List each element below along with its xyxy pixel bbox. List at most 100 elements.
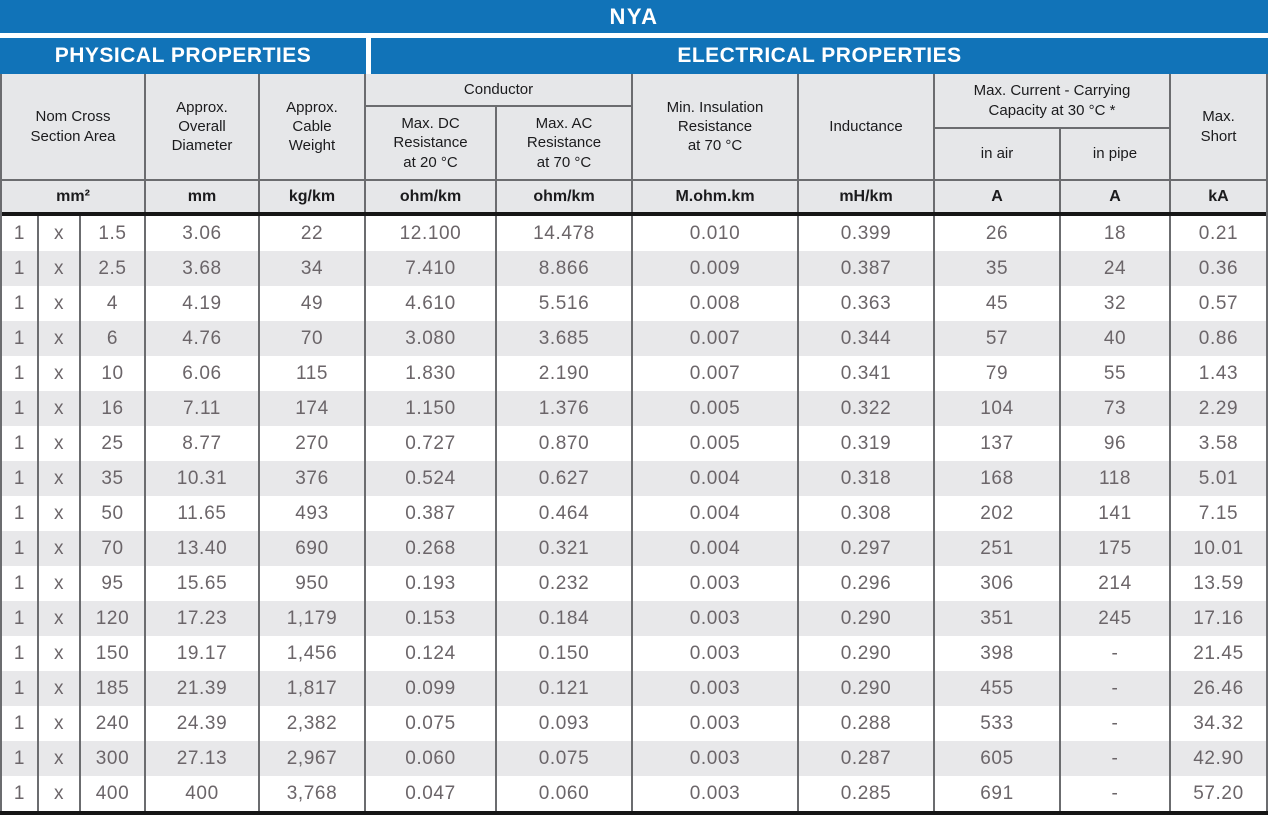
table-cell: 95: [81, 566, 146, 601]
table-cell: 0.003: [633, 671, 799, 706]
table-cell: x: [39, 706, 81, 741]
table-cell: x: [39, 741, 81, 776]
table-cell: 3.06: [146, 216, 260, 251]
table-cell: 493: [260, 496, 366, 531]
table-row: 1 x 400 400 3,768 0.047 0.060 0.003 0.285 691-57.…: [2, 776, 1266, 811]
table-cell: 70: [81, 531, 146, 566]
column-header-in-air: in air: [935, 129, 1061, 179]
table-cell: 1: [2, 356, 39, 391]
table-cell: 1: [2, 251, 39, 286]
table-row: 1 x 4 4.19 49 4.610 5.516 0.008 0.363 45 32 0.57: [2, 286, 1266, 321]
table-cell: 0.003: [633, 706, 799, 741]
table-cell: 16: [81, 391, 146, 426]
column-header-in-pipe: in pipe: [1092, 145, 1138, 163]
table-cell: 0.290: [799, 601, 935, 636]
table-cell: 605: [935, 741, 1061, 776]
table-cell: 0.003: [633, 636, 799, 671]
table-body: 1 x 1.5 3.06 22 12.100 14.478 0.010 0.399 26 18 0.2…: [2, 216, 1266, 811]
table-cell: 1.376: [497, 391, 633, 426]
table-row: 1 x 240 24.39 2,382 0.075 0.093 0.003 0.288 533-3…: [2, 706, 1266, 741]
table-cell: 0.009: [633, 251, 799, 286]
table-cell: 533: [935, 706, 1061, 741]
table-cell: 251: [935, 531, 1061, 566]
table-cell: x: [39, 251, 81, 286]
table-cell: 1: [2, 286, 39, 321]
table-cell: x: [39, 601, 81, 636]
table-cell: 34: [260, 251, 366, 286]
table-cell: 0.268: [366, 531, 497, 566]
table-cell: 1: [2, 706, 39, 741]
table-cell: 0.57: [1198, 292, 1239, 314]
table-cell: x: [39, 496, 81, 531]
table-cell: 22: [260, 216, 366, 251]
table-cell: 0.007: [633, 356, 799, 391]
table-cell: 0.060: [497, 776, 633, 811]
table-row: 1 x 10 6.06 115 1.830 2.190 0.007 0.341 79 55 1.43: [2, 356, 1266, 391]
table-cell: 1.150: [366, 391, 497, 426]
table-cell: 55: [1061, 356, 1171, 391]
table-cell: 45: [935, 286, 1061, 321]
table-row: 1 x 185 21.39 1,817 0.099 0.121 0.003 0.290 455-2…: [2, 671, 1266, 706]
table-cell: 0.150: [497, 636, 633, 671]
table-cell: 0.060: [366, 741, 497, 776]
table-cell: 7.15: [1198, 502, 1239, 524]
table-cell: 1.5: [81, 216, 146, 251]
table-cell: 0.627: [497, 461, 633, 496]
table-cell: 21.39: [146, 671, 260, 706]
table-cell: 5.01: [1198, 467, 1239, 489]
table-cell: 1: [2, 741, 39, 776]
table-cell: 0.287: [799, 741, 935, 776]
table-cell: -: [1061, 741, 1171, 776]
table-cell: 245: [1061, 601, 1171, 636]
table-cell: 398: [935, 636, 1061, 671]
table-cell: 0.010: [633, 216, 799, 251]
table-cell: 306: [935, 566, 1061, 601]
table-row: 1 x 35 10.31 376 0.524 0.627 0.004 0.318 168 118 5.…: [2, 461, 1266, 496]
table-cell: 115: [260, 356, 366, 391]
divider: [0, 33, 1268, 38]
table-cell: 6: [81, 321, 146, 356]
table-cell: x: [39, 636, 81, 671]
table-cell: 4.19: [146, 286, 260, 321]
bottom-border: [0, 811, 1268, 815]
table-cell: 1: [2, 671, 39, 706]
table-cell: 0.003: [633, 776, 799, 811]
table-cell: 455: [935, 671, 1061, 706]
table-cell: 202: [935, 496, 1061, 531]
table-cell: 0.524: [366, 461, 497, 496]
table-cell: 240: [81, 706, 146, 741]
table-row: 1 x 120 17.23 1,179 0.153 0.184 0.003 0.290 351 24…: [2, 601, 1266, 636]
table-cell: 1: [2, 321, 39, 356]
table-cell: 0.321: [497, 531, 633, 566]
table-cell: 118: [1061, 461, 1171, 496]
table-cell: 0.399: [799, 216, 935, 251]
table-cell: x: [39, 776, 81, 811]
table-cell: 0.290: [799, 671, 935, 706]
section-header-electrical: ELECTRICAL PROPERTIES: [371, 38, 1268, 74]
table-cell: 104: [935, 391, 1061, 426]
column-header-max-short: Max. Short: [1200, 108, 1237, 145]
table-cell: 24.39: [146, 706, 260, 741]
table-cell: 0.341: [799, 356, 935, 391]
column-header-nom-cross-section: Nom Cross Section Area: [2, 74, 146, 179]
table-cell: 0.075: [497, 741, 633, 776]
table-cell: 10.31: [146, 461, 260, 496]
unit-cell: A: [935, 181, 1061, 212]
table-cell: 0.322: [799, 391, 935, 426]
section-divider: [366, 38, 371, 74]
table-cell: x: [39, 671, 81, 706]
table-cell: 35: [81, 461, 146, 496]
table-cell: 0.318: [799, 461, 935, 496]
unit-cell: ohm/km: [366, 181, 497, 212]
column-header-ac-resistance: Max. AC Resistance at 70 °C: [526, 115, 602, 171]
table-cell: 0.075: [366, 706, 497, 741]
table-cell: 0.308: [799, 496, 935, 531]
table-cell: 6.06: [146, 356, 260, 391]
unit-cell: A: [1061, 181, 1171, 212]
table-cell: 0.003: [633, 601, 799, 636]
table-cell: x: [39, 566, 81, 601]
table-cell: x: [39, 321, 81, 356]
table-cell: 24: [1061, 251, 1171, 286]
table-cell: 0.124: [366, 636, 497, 671]
